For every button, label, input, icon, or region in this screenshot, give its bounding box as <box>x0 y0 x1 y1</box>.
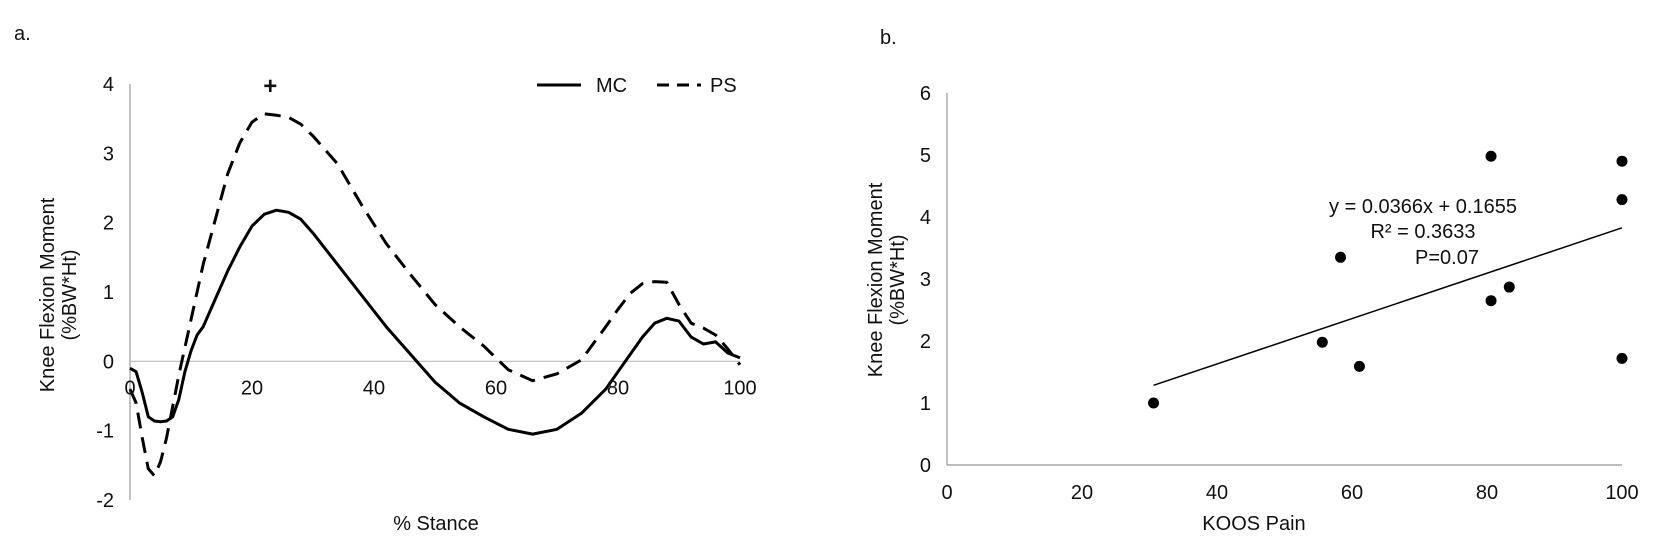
chart-b-y-tick-label: 5 <box>920 145 931 167</box>
chart-b-data-point <box>1503 281 1515 293</box>
chart-b-x-tick-label: 20 <box>1071 482 1093 504</box>
chart-b-r-squared: R² = 0.3633 <box>1370 221 1475 243</box>
chart-b-y-axis-label-line2: (%BW*Ht) <box>887 234 909 325</box>
chart-b-x-tick-label: 0 <box>941 482 952 504</box>
chart-a-y-tick-label: 4 <box>103 74 114 96</box>
chart-b-points <box>1148 150 1628 409</box>
chart-b-data-point <box>1353 360 1365 372</box>
chart-a-y-tick-label: -1 <box>96 421 114 443</box>
panel-a-label: a. <box>14 23 31 45</box>
chart-a-axes <box>129 84 740 500</box>
legend-label-ps: PS <box>710 75 737 97</box>
chart-b-axes <box>946 93 1622 466</box>
chart-a-y-tick-label: -2 <box>96 490 114 512</box>
chart-b-trendline <box>1153 227 1623 387</box>
chart-a-legend: MC PS <box>537 75 737 97</box>
chart-a-x-tick-label: 0 <box>124 377 135 399</box>
chart-a-y-axis-label-line2: (%BW*Ht) <box>59 249 81 340</box>
chart-b-x-tick-label: 40 <box>1206 482 1228 504</box>
chart-a-x-tick-label: 20 <box>241 377 263 399</box>
chart-a-y-tick-label: 3 <box>103 143 114 165</box>
chart-b-data-point <box>1616 194 1628 206</box>
chart-a-x-tick-label: 80 <box>607 377 629 399</box>
chart-a-x-tick-label: 40 <box>363 377 385 399</box>
chart-a-y-axis-label-line1: Knee Flexion Moment <box>37 197 59 392</box>
chart-b-y-tick-label: 6 <box>920 83 931 105</box>
chart-b-x-tick-label: 100 <box>1605 482 1638 504</box>
chart-b-data-point <box>1316 336 1328 348</box>
chart-b-trend-equation: y = 0.0366x + 0.1655 <box>1329 196 1517 218</box>
chart-b-y-tick-label: 0 <box>920 455 931 477</box>
chart-a-x-tick-label: 60 <box>485 377 507 399</box>
chart-b-y-tick-label: 2 <box>920 331 931 353</box>
chart-b-y-axis-label-line1: Knee Flexion Moment <box>865 182 887 377</box>
chart-b-data-point <box>1616 352 1628 364</box>
chart-b-y-tick-label: 1 <box>920 393 931 415</box>
chart-b-data-point <box>1148 397 1160 409</box>
chart-b-y-tick-label: 3 <box>920 269 931 291</box>
chart-a-lines <box>128 112 742 478</box>
chart-b-y-tick-label: 4 <box>920 207 931 229</box>
panel-b-label: b. <box>880 27 897 49</box>
chart-b-data-point <box>1616 155 1628 167</box>
chart-b-trendline-group <box>1153 227 1623 387</box>
chart-a-y-tick-label: 0 <box>103 351 114 373</box>
chart-b-data-point <box>1485 295 1497 307</box>
chart-a-x-axis-label: % Stance <box>393 513 479 535</box>
series-line-ps <box>128 112 742 478</box>
chart-a-y-tick-label: 2 <box>103 213 114 235</box>
chart-b-data-point <box>1335 251 1347 263</box>
series-line-mc <box>129 208 741 436</box>
chart-b-p-value: P=0.07 <box>1415 247 1479 269</box>
chart-a-y-tick-label: 1 <box>103 282 114 304</box>
chart-a-annotation: + <box>263 73 277 100</box>
chart-a-x-tick-label: 100 <box>723 377 756 399</box>
legend-label-mc: MC <box>596 75 627 97</box>
chart-b-x-tick-label: 80 <box>1476 482 1498 504</box>
chart-b-x-tick-label: 60 <box>1341 482 1363 504</box>
chart-b-x-axis-label: KOOS Pain <box>1202 513 1305 535</box>
chart-b-data-point <box>1485 150 1497 162</box>
